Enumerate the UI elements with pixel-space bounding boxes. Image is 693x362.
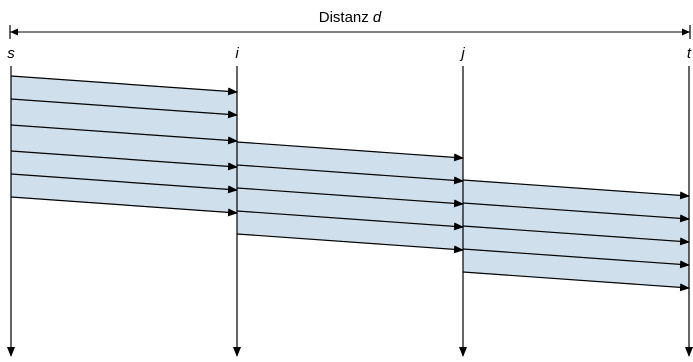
packet-arrow bbox=[462, 248, 690, 269]
distance-indicator: Distanz d bbox=[9, 9, 691, 39]
packet-arrow bbox=[10, 98, 238, 119]
distance-left-arrowhead bbox=[10, 28, 18, 36]
hop-arrows-s-i bbox=[10, 75, 238, 217]
packet-arrow bbox=[236, 210, 464, 231]
packet-arrow bbox=[236, 233, 464, 254]
packet-arrow bbox=[10, 173, 238, 194]
packet-arrow bbox=[10, 150, 238, 171]
packet-arrow bbox=[236, 187, 464, 208]
packet-arrow bbox=[236, 164, 464, 185]
packet-arrow bbox=[462, 179, 690, 200]
packet-arrow bbox=[10, 75, 238, 96]
node-label-s: s bbox=[7, 45, 15, 62]
packet-arrow bbox=[462, 271, 690, 292]
hop-arrows-i-j bbox=[236, 141, 464, 254]
hop-arrows-j-t bbox=[462, 179, 690, 292]
node-label-i: i bbox=[235, 45, 239, 62]
hop-band-s-i bbox=[10, 75, 238, 214]
distance-label: Distanz d bbox=[319, 9, 382, 26]
packet-arrow bbox=[462, 202, 690, 223]
packet-arrow bbox=[236, 141, 464, 162]
node-label-t: t bbox=[687, 45, 692, 62]
packet-arrow bbox=[10, 196, 238, 217]
distance-right-arrowhead bbox=[682, 28, 690, 36]
packet-arrow bbox=[10, 124, 238, 145]
node-label-j: j bbox=[459, 45, 465, 62]
packet-arrow bbox=[462, 225, 690, 246]
